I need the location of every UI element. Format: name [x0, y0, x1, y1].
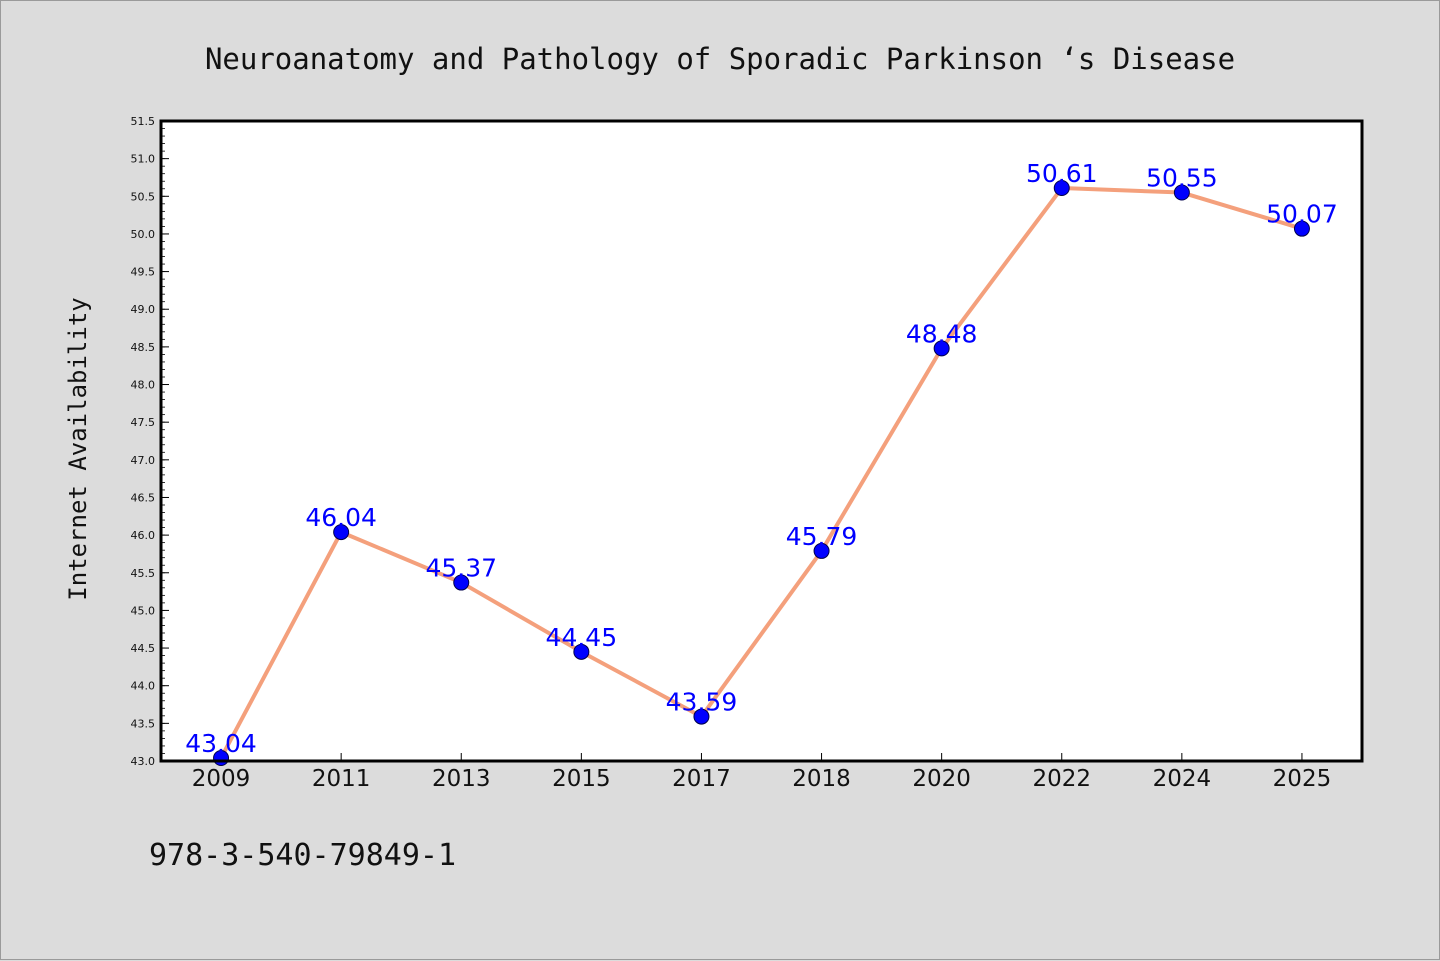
data-point-marker [693, 708, 710, 725]
y-tick-label: 51.0 [131, 153, 156, 166]
x-tick-label: 2025 [1273, 766, 1332, 792]
x-tick-label: 2020 [912, 766, 971, 792]
data-point-marker [813, 542, 830, 559]
y-tick-label: 44.5 [131, 642, 156, 655]
x-tick-label: 2022 [1032, 766, 1091, 792]
y-axis-label: Internet Availability [64, 297, 92, 600]
data-point-label: 46.04 [305, 503, 377, 532]
plot-border [159, 119, 1364, 763]
data-point-label: 44.45 [546, 623, 618, 652]
y-tick-label: 45.5 [131, 567, 156, 580]
chart-title: Neuroanatomy and Pathology of Sporadic P… [205, 42, 1235, 76]
y-tick-label: 50.5 [131, 190, 156, 203]
y-tick-label: 43.0 [131, 755, 156, 768]
data-point-label: 43.59 [666, 688, 738, 717]
y-tick-label: 45.0 [131, 604, 156, 617]
x-tick-label: 2015 [552, 766, 611, 792]
x-tick-label: 2013 [432, 766, 491, 792]
data-point-label: 50.55 [1146, 164, 1218, 193]
data-point-marker [1053, 180, 1070, 197]
y-tick-label: 47.5 [131, 416, 156, 429]
plot-area [161, 121, 1362, 761]
x-tick-label: 2009 [192, 766, 251, 792]
y-tick-label: 48.5 [131, 341, 156, 354]
data-point-marker [1173, 184, 1190, 201]
x-axis-ticks: 2009 2011 2013 2015 2017 2018 2020 2022 2024 2025 [192, 753, 1331, 792]
y-axis-ticks: 43.0 43.5 44.0 44.5 45.0 45.5 46.0 46.5 47.0 47.5… [131, 115, 169, 768]
y-tick-label: 46.5 [131, 491, 156, 504]
data-point-marker [1293, 220, 1310, 237]
data-point-label: 48.48 [906, 319, 978, 348]
footnote-isbn: 978-3-540-79849-1 [149, 838, 456, 873]
y-tick-label: 49.5 [131, 266, 156, 279]
x-tick-label: 2018 [792, 766, 851, 792]
y-tick-label: 49.0 [131, 303, 156, 316]
data-point-marker [333, 524, 350, 541]
y-tick-label: 51.5 [131, 115, 156, 128]
data-point-marker [453, 574, 470, 591]
y-tick-label: 50.0 [131, 228, 156, 241]
x-tick-label: 2017 [672, 766, 731, 792]
y-tick-label: 43.5 [131, 717, 156, 730]
y-tick-label: 44.0 [131, 680, 156, 693]
y-tick-label: 46.0 [131, 529, 156, 542]
series-line [219, 186, 1304, 760]
y-tick-label: 48.0 [131, 379, 156, 392]
data-point-label: 50.07 [1266, 200, 1338, 229]
data-point-label: 45.79 [786, 522, 858, 551]
data-point-marker [933, 340, 950, 357]
x-tick-label: 2024 [1153, 766, 1212, 792]
y-tick-label: 47.0 [131, 454, 156, 467]
data-point-label: 45.37 [425, 554, 497, 583]
series-line-group: 43.04 46.04 45.37 44.45 43.59 45.79 48.48 50.61… [185, 159, 1338, 766]
data-point-label: 50.61 [1026, 159, 1098, 188]
data-point-label: 43.04 [185, 729, 257, 758]
x-tick-label: 2011 [312, 766, 371, 792]
data-point-marker [573, 643, 590, 660]
